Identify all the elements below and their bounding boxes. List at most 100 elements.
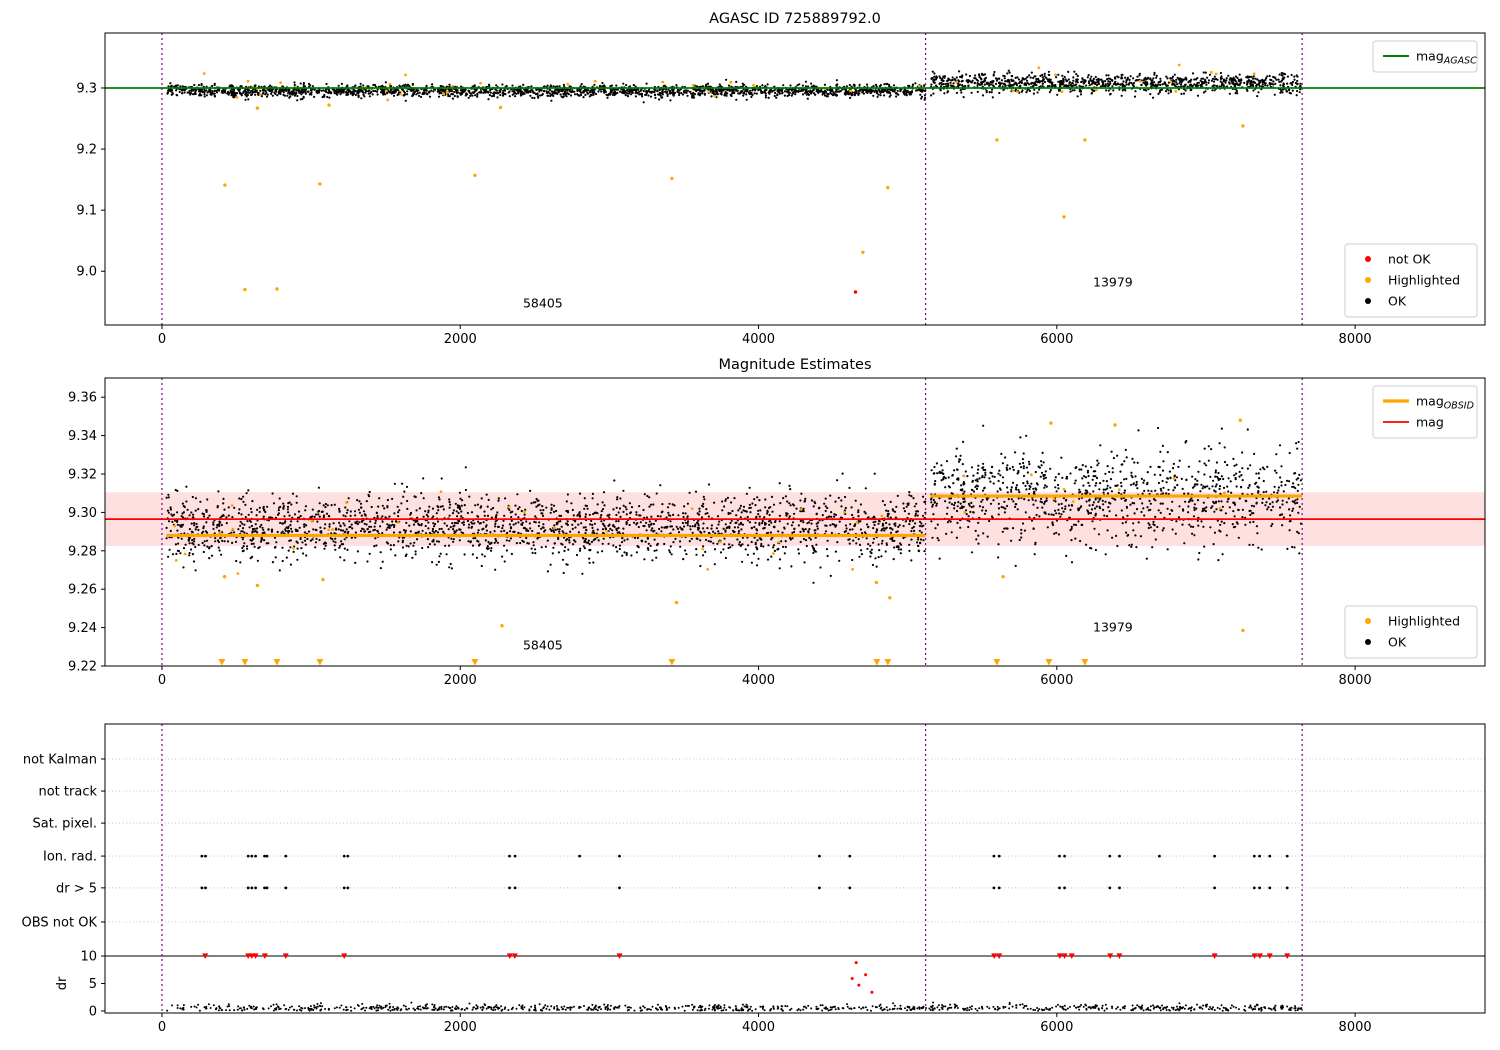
svg-text:2000: 2000 xyxy=(444,332,477,347)
legend-label: OK xyxy=(1388,294,1407,309)
outlier-point xyxy=(321,577,325,582)
legend-label: OK xyxy=(1388,635,1407,650)
scatter-highlighted-seg2 xyxy=(955,63,1256,94)
dr-scatter xyxy=(166,1001,1303,1012)
legend: magAGASC xyxy=(1372,40,1478,73)
outlier-point xyxy=(222,575,227,579)
dr-clipped-marker xyxy=(1251,953,1258,960)
outlier-point xyxy=(223,183,227,187)
outlier-point xyxy=(473,173,477,177)
dr-clipped-marker xyxy=(202,953,209,960)
obsid-label: 58405 xyxy=(523,638,563,653)
svg-text:8000: 8000 xyxy=(1339,332,1372,347)
scatter-highlighted-seg1 xyxy=(173,490,884,575)
legend-label: Highlighted xyxy=(1388,614,1460,629)
y-axis-ticks: 9.229.249.269.289.309.329.349.36 xyxy=(68,391,105,675)
axes-border xyxy=(104,723,1486,1014)
outlier-point xyxy=(1062,215,1066,219)
legend-label: Highlighted xyxy=(1388,273,1460,288)
y-axis-ticks: 9.0 9.1 9.2 9.3 xyxy=(76,81,105,280)
outlier-point xyxy=(853,290,858,294)
legend-dot-swatch xyxy=(1365,277,1371,283)
dr-outlier-point xyxy=(864,973,868,977)
dr-clipped-marker xyxy=(1061,953,1068,960)
outlier-point xyxy=(500,624,504,628)
magnitude-estimates-panel: 58405 13979 0 2000 4000 6000 8000 9.229.249.269… xyxy=(68,377,1486,688)
outlier-point xyxy=(327,103,331,107)
legend: not OK Highlighted OK xyxy=(1344,243,1478,318)
dr-outlier-point xyxy=(870,990,874,994)
flag-dots-ion-rad- xyxy=(200,854,1289,858)
outlier-point xyxy=(1241,124,1245,128)
dr-outlier-point xyxy=(857,983,861,987)
scatter-ok-seg2 xyxy=(930,69,1303,99)
svg-text:9.1: 9.1 xyxy=(76,204,97,219)
svg-text:4000: 4000 xyxy=(742,332,775,347)
outlier-point xyxy=(1238,418,1243,422)
outlier-point xyxy=(995,138,999,142)
clipped-low-marker xyxy=(471,659,479,666)
clipped-low-marker xyxy=(1081,659,1089,666)
outlier-point xyxy=(1241,628,1245,633)
dr-clipped-marker xyxy=(261,953,268,960)
clipped-low-marker xyxy=(1045,659,1053,666)
dr-clipped-marker xyxy=(248,953,255,960)
dr-clipped-marker xyxy=(282,953,289,960)
clipped-low-marker xyxy=(273,659,281,666)
svg-text:9.0: 9.0 xyxy=(76,265,97,280)
legend-dot-swatch xyxy=(1365,256,1371,262)
svg-text:0: 0 xyxy=(158,332,166,347)
dr-clipped-marker xyxy=(996,953,1003,960)
legend: Highlighted OK xyxy=(1344,605,1478,659)
dr-clipped-marker xyxy=(252,953,259,960)
clipped-low-marker xyxy=(993,659,1001,666)
clipped-low-marker xyxy=(873,659,881,666)
scatter-ok-seg2 xyxy=(929,424,1303,568)
legend-label: mag xyxy=(1416,415,1444,430)
dr-clipped-marker xyxy=(1068,953,1075,960)
outlier-point xyxy=(1049,421,1053,425)
dr-clipped-marker xyxy=(341,953,348,960)
x-axis-ticks: 0 2000 4000 6000 8000 xyxy=(158,666,1372,688)
clipped-low-marker xyxy=(884,659,892,666)
middle-chart-title: Magnitude Estimates xyxy=(718,357,872,373)
outlier-point xyxy=(886,185,890,190)
svg-text:9.2: 9.2 xyxy=(76,143,97,158)
dr-clipped-marker xyxy=(991,953,998,960)
outlier-point xyxy=(674,600,679,605)
outlier-point xyxy=(1113,423,1117,427)
obsid-label: 58405 xyxy=(523,295,563,310)
dr-clipped-marker xyxy=(1107,953,1114,960)
outlier-point xyxy=(888,596,892,600)
top-chart-title: AGASC ID 725889792.0 xyxy=(709,11,881,27)
outlier-point xyxy=(670,176,674,181)
clipped-low-marker xyxy=(316,659,324,666)
dr-outlier-point xyxy=(850,977,854,980)
obsid-label: 13979 xyxy=(1093,619,1133,634)
outlier-point xyxy=(1083,138,1087,142)
clipped-low-marker xyxy=(218,659,226,666)
legend-dot-swatch xyxy=(1365,298,1371,304)
outlier-point xyxy=(318,182,322,186)
dr-clipped-marker xyxy=(616,953,623,960)
legend-dot-swatch xyxy=(1365,639,1371,645)
dr-clipped-marker xyxy=(1266,953,1273,960)
flag-dots-dr-5 xyxy=(200,886,1289,890)
dr-clipped-marker xyxy=(511,953,518,960)
outlier-point xyxy=(874,580,879,585)
svg-text:6000: 6000 xyxy=(1040,332,1073,347)
outlier-point xyxy=(861,250,865,254)
clipped-low-marker xyxy=(668,659,676,666)
outlier-point xyxy=(255,583,260,588)
x-axis-ticks: 0 2000 4000 6000 8000 xyxy=(158,325,1372,347)
dr-clipped-marker xyxy=(1056,953,1063,960)
axes-border xyxy=(104,32,1486,326)
agasc-magnitude-panel: 58405 13979 0 2000 4000 6000 8000 9.0 9.1 9.2 9.3 m… xyxy=(76,32,1486,347)
scatter-highlighted-seg2 xyxy=(962,473,1227,514)
obsid-label: 13979 xyxy=(1093,275,1133,290)
outlier-point xyxy=(1001,575,1005,579)
